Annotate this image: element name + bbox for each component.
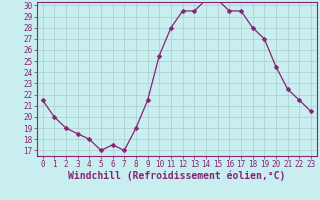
X-axis label: Windchill (Refroidissement éolien,°C): Windchill (Refroidissement éolien,°C) [68,171,285,181]
